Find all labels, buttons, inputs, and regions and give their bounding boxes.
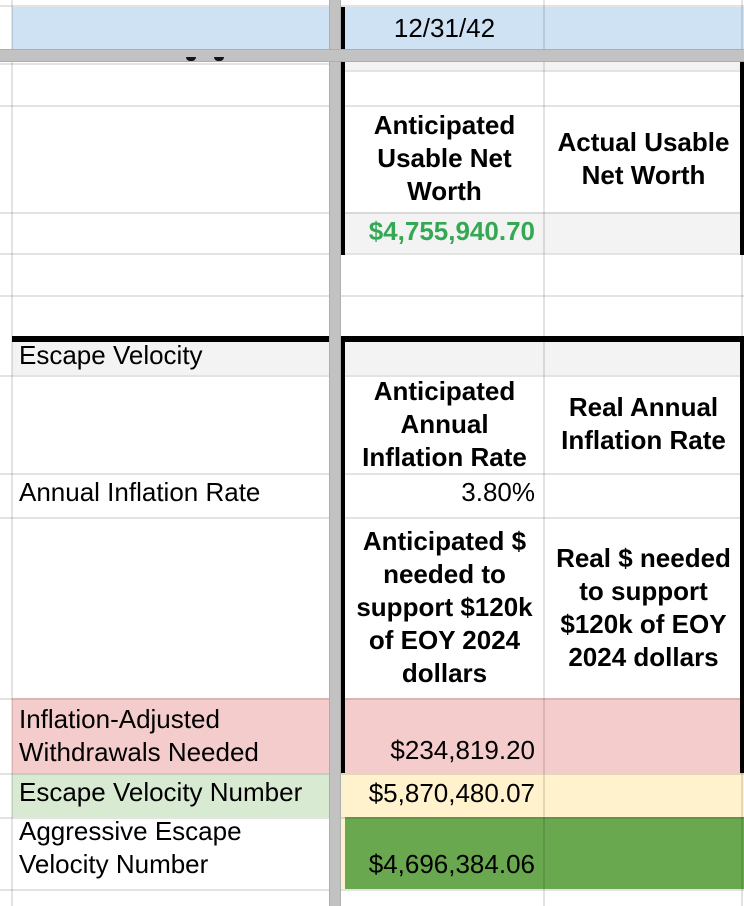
escape-velocity-number-label[interactable]: Escape Velocity Number (12, 773, 329, 817)
grid-line (0, 817, 744, 819)
grid-line (0, 5, 744, 7)
escape-velocity-number-real-cell[interactable] (543, 773, 744, 817)
clipped-text-artifact (214, 57, 224, 61)
anticipated-usable-net-worth-value[interactable]: $4,755,940.70 (339, 212, 543, 253)
date-cell[interactable]: 12/31/42 (339, 7, 543, 49)
anticipated-dollars-needed-header[interactable]: Anticipated $ needed to support $120k of… (356, 526, 533, 688)
anticipated-usable-net-worth-header[interactable]: Anticipated Usable Net Worth (373, 110, 516, 206)
section-border-right (740, 336, 744, 773)
grid-line (0, 698, 744, 700)
actual-usable-net-worth-header[interactable]: Actual Usable Net Worth (557, 126, 730, 190)
yellow-sliver-cell (339, 773, 345, 889)
annual-inflation-rate-label[interactable]: Annual Inflation Rate (19, 477, 261, 507)
escape-velocity-title-col2-cell[interactable] (339, 342, 543, 375)
section-border-left (339, 336, 345, 773)
clipped-text-artifact (186, 57, 196, 61)
grid-line (0, 105, 744, 107)
frozen-row-divider[interactable] (0, 49, 744, 62)
aggressive-escape-velocity-value[interactable]: $4,696,384.06 (345, 817, 543, 889)
section-border-left (339, 7, 345, 49)
anticipated-inflation-rate-header[interactable]: Anticipated Annual Inflation Rate (362, 375, 527, 472)
aggressive-escape-velocity-real-cell[interactable] (543, 817, 744, 889)
actual-usable-net-worth-value-cell[interactable] (543, 212, 744, 253)
grid-line (11, 0, 13, 906)
date-row-right-cell[interactable] (543, 7, 744, 49)
escape-velocity-title-col3-cell[interactable] (543, 342, 744, 375)
grid-line (0, 212, 744, 214)
section-border-left (339, 60, 345, 255)
frozen-column-divider[interactable] (329, 0, 341, 906)
grid-line (339, 70, 744, 72)
grid-line (0, 253, 744, 255)
real-inflation-rate-header[interactable]: Real Annual Inflation Rate (561, 392, 726, 455)
escape-velocity-number-value[interactable]: $5,870,480.07 (345, 773, 543, 817)
grid-line (0, 889, 744, 891)
clipped-row-sliver (339, 60, 744, 70)
grid-line (0, 295, 744, 297)
grid-line (0, 773, 744, 775)
section-border-top (12, 336, 744, 342)
section-border-right (740, 60, 744, 255)
aggressive-escape-velocity-label[interactable]: Aggressive Escape Velocity Number (19, 817, 242, 879)
grid-line (0, 375, 744, 377)
escape-velocity-section-title[interactable]: Escape Velocity (12, 342, 329, 375)
withdrawals-needed-real-cell[interactable] (543, 698, 744, 773)
real-dollars-needed-header[interactable]: Real $ needed to support $120k of EOY 20… (556, 542, 731, 672)
withdrawals-needed-value[interactable]: $234,819.20 (339, 698, 543, 773)
grid-line (0, 63, 339, 65)
annual-inflation-rate-value[interactable]: 3.80% (461, 477, 535, 507)
grid-line (0, 473, 744, 475)
grid-line (0, 517, 744, 519)
grid-line (543, 0, 545, 906)
withdrawals-needed-label[interactable]: Inflation-Adjusted Withdrawals Needed (12, 698, 329, 773)
date-row-left-cell[interactable] (12, 7, 329, 49)
